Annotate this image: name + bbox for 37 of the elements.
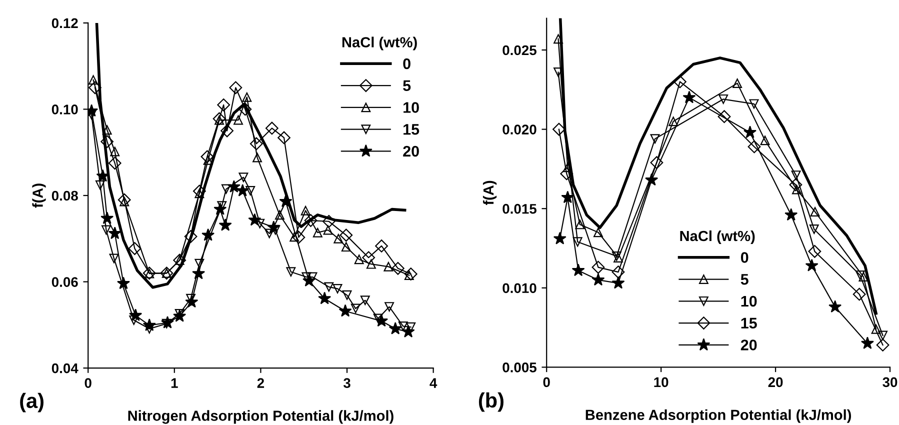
y-tick-label: 0.08 bbox=[52, 190, 78, 201]
x-tick-label: 10 bbox=[654, 377, 668, 388]
x-tick-label: 0 bbox=[543, 377, 550, 388]
text: (b) bbox=[478, 392, 504, 412]
x-tick-label: 2 bbox=[257, 378, 264, 388]
y-tick-label: 0.020 bbox=[502, 124, 536, 134]
y-tick-label: 0.10 bbox=[52, 104, 78, 114]
legend-title: NaCl (wt%) bbox=[680, 230, 755, 244]
x-tick-label: 1 bbox=[171, 378, 178, 388]
y-axis-title: f(A) bbox=[482, 180, 497, 206]
x-tick-label: 20 bbox=[768, 377, 783, 388]
x-tick-label: 4 bbox=[430, 378, 438, 388]
legend-label: 5 bbox=[740, 274, 748, 285]
y-tick-label: 0.015 bbox=[502, 204, 536, 214]
x-tick-label: 0 bbox=[84, 378, 92, 388]
y-tick-label: 0.005 bbox=[502, 362, 536, 372]
y-tick-label: 0.010 bbox=[502, 283, 536, 294]
x-tick-label: 3 bbox=[343, 378, 350, 388]
x-axis-title: Nitrogen Adsorption Potential (kJ/mol) bbox=[128, 410, 394, 424]
y-tick-label: 0.12 bbox=[52, 18, 78, 28]
legend-label: 5 bbox=[403, 80, 411, 92]
y-tick-label: 0.06 bbox=[52, 277, 78, 287]
x-axis-title: Benzene Adsorption Potential (kJ/mol) bbox=[586, 409, 852, 423]
legend-label: 0 bbox=[403, 58, 410, 70]
y-tick-label: 0.04 bbox=[52, 363, 78, 374]
legend-label: 0 bbox=[740, 252, 748, 263]
y-tick-label: 0.025 bbox=[502, 45, 536, 56]
legend-label: 10 bbox=[741, 296, 757, 307]
legend-label: 20 bbox=[403, 146, 419, 157]
legend-label: 20 bbox=[740, 340, 757, 350]
legend-title: NaCl (wt%) bbox=[342, 36, 417, 50]
legend-label: 10 bbox=[404, 102, 419, 113]
x-tick-label: 30 bbox=[882, 377, 898, 388]
legend-label: 15 bbox=[741, 318, 757, 329]
y-axis-title: f(A) bbox=[32, 184, 46, 208]
legend-label: 15 bbox=[404, 124, 420, 135]
text: (a) bbox=[20, 392, 44, 412]
